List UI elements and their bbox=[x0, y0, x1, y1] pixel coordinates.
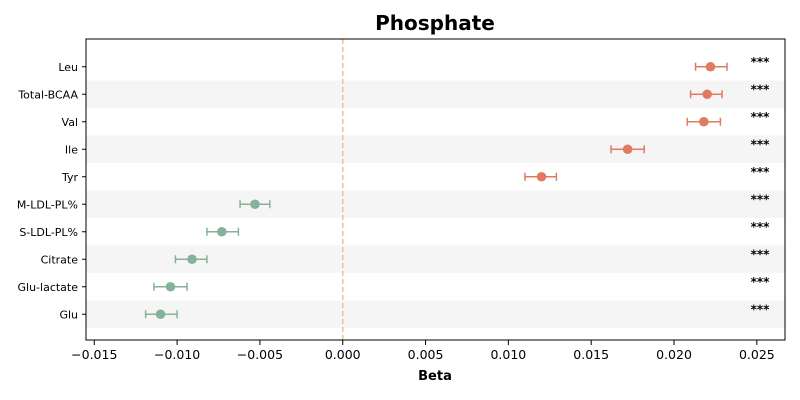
significance-label: *** bbox=[751, 82, 771, 96]
category-label: Leu bbox=[58, 61, 78, 74]
x-tick-label: 0.005 bbox=[408, 347, 444, 362]
significance-label: *** bbox=[751, 247, 771, 261]
point-estimate bbox=[705, 61, 716, 72]
point-estimate bbox=[187, 254, 197, 265]
point-estimate bbox=[165, 281, 176, 292]
significance-label: *** bbox=[751, 192, 771, 206]
category-label: Total-BCAA bbox=[17, 88, 78, 101]
significance-label: *** bbox=[751, 110, 771, 124]
significance-label: *** bbox=[751, 55, 771, 69]
point-estimate bbox=[536, 171, 547, 182]
x-axis: −0.015 −0.010 −0.005 0.000 0.005 0.010 0.015 0.… bbox=[71, 340, 775, 362]
point-estimate bbox=[250, 199, 260, 210]
point-estimate bbox=[217, 226, 227, 237]
x-tick-label: 0.025 bbox=[739, 347, 775, 362]
significance-label: *** bbox=[751, 220, 771, 234]
x-tick-label: 0.000 bbox=[325, 347, 361, 362]
point-estimate bbox=[622, 144, 633, 155]
x-axis-label: Beta bbox=[418, 369, 452, 384]
x-tick-label: 0.015 bbox=[573, 347, 609, 362]
x-tick-label: −0.010 bbox=[154, 347, 200, 362]
category-label: Tyr bbox=[61, 171, 79, 184]
row-stripe bbox=[86, 190, 785, 218]
point-estimate bbox=[699, 116, 709, 127]
significance-label: *** bbox=[751, 275, 771, 289]
significance-label: *** bbox=[751, 165, 771, 179]
category-label: S-LDL-PL% bbox=[19, 226, 78, 239]
category-labels: Leu Total-BCAA Val Ile Tyr M-LDL-PL% S-LDL-PL%… bbox=[17, 61, 86, 321]
x-tick-label: 0.020 bbox=[656, 347, 692, 362]
category-label: Glu-lactate bbox=[18, 281, 79, 294]
significance-label: *** bbox=[751, 137, 771, 151]
x-tick-label: −0.005 bbox=[237, 347, 283, 362]
data-marks: *** *** *** *** *** *** *** *** *** *** bbox=[144, 55, 771, 320]
x-tick-label: −0.015 bbox=[71, 347, 117, 362]
row-stripes bbox=[86, 80, 785, 328]
category-label: Val bbox=[62, 116, 78, 129]
plot-frame bbox=[85, 38, 786, 341]
category-label: Glu bbox=[59, 308, 78, 321]
significance-label: *** bbox=[751, 302, 771, 316]
category-label: Ile bbox=[65, 143, 78, 156]
point-estimate bbox=[155, 309, 166, 320]
x-tick-label: 0.010 bbox=[490, 347, 526, 362]
category-label: M-LDL-PL% bbox=[17, 198, 78, 211]
category-label: Citrate bbox=[41, 253, 79, 266]
chart-title: Phosphate bbox=[375, 11, 495, 35]
point-estimate bbox=[702, 89, 712, 100]
row-stripe bbox=[86, 80, 785, 108]
row-stripe bbox=[86, 135, 785, 163]
row-stripe bbox=[86, 300, 785, 328]
